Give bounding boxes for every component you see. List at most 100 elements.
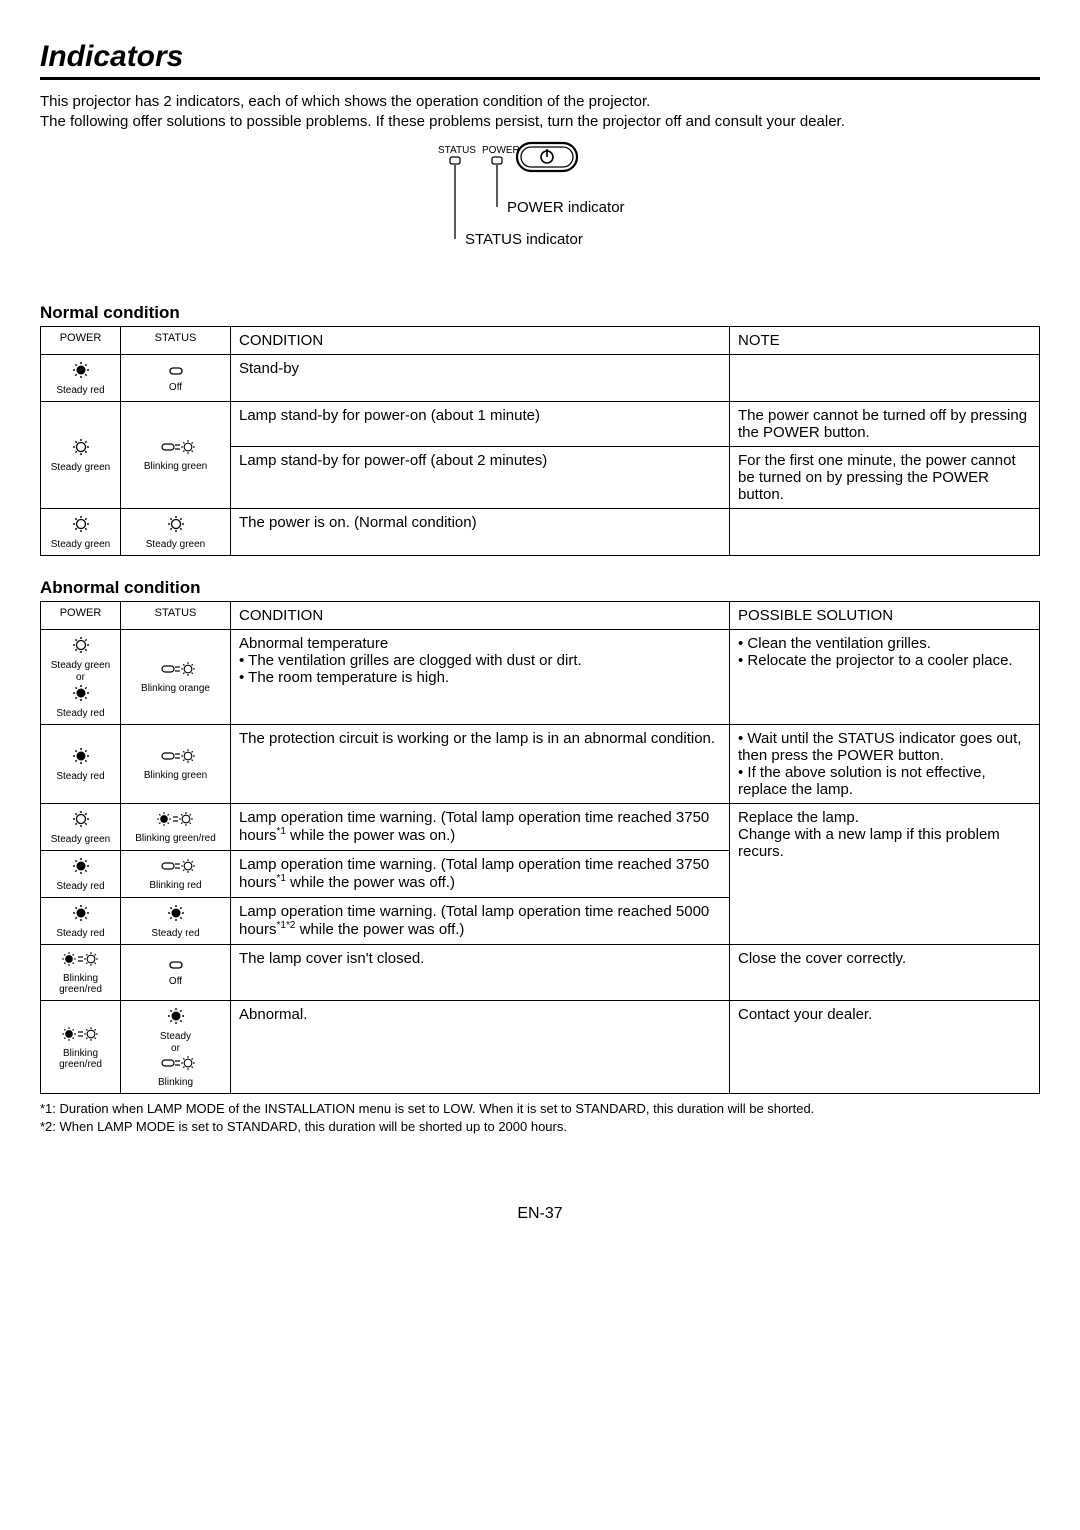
- table-cell: The protection circuit is working or the…: [231, 725, 730, 804]
- bullet-list: Clean the ventilation grilles. Relocate …: [738, 635, 1031, 669]
- table-cell: Steady red: [41, 725, 121, 804]
- icon-label: Blinking orange: [129, 683, 222, 694]
- footnote: *2: When LAMP MODE is set to STANDARD, t…: [40, 1118, 1040, 1136]
- table-cell: Lamp operation time warning. (Total lamp…: [231, 898, 730, 945]
- icon-label: Steady red: [129, 928, 222, 939]
- col-status: STATUS: [121, 327, 231, 355]
- icon-label: Blinking green: [129, 770, 222, 781]
- table-cell: Close the cover correctly.: [730, 945, 1040, 1001]
- sun-outline-icon: [166, 514, 186, 534]
- icon-label: Steady green: [129, 539, 222, 550]
- table-cell: Blinking green/red: [121, 804, 231, 851]
- icon-label: Steady green: [49, 660, 112, 671]
- abnormal-condition-heading: Abnormal condition: [40, 578, 1040, 598]
- icon-label: Blinkinggreen/red: [49, 1048, 112, 1070]
- icon-label: or: [49, 672, 112, 683]
- power-indicator-label: POWER indicator: [507, 199, 625, 216]
- page-number: EN-37: [40, 1205, 1040, 1223]
- table-cell: Steady green: [41, 402, 121, 509]
- table-cell: Off: [121, 355, 231, 402]
- table-cell: Steady green or Steady red: [41, 630, 121, 725]
- icon-label: Steady green: [49, 462, 112, 473]
- blink-gr-icon: [61, 950, 101, 968]
- table-cell: Steady red: [41, 898, 121, 945]
- bullet: Relocate the projector to a cooler place…: [738, 652, 1031, 669]
- footnotes: *1: Duration when LAMP MODE of the INSTA…: [40, 1100, 1040, 1135]
- condition-head: Abnormal temperature: [239, 635, 721, 652]
- footnote: *1: Duration when LAMP MODE of the INSTA…: [40, 1100, 1040, 1118]
- sun-filled-icon: [71, 856, 91, 876]
- icon-label: Off: [129, 382, 222, 393]
- table-cell: Lamp stand-by for power-off (about 2 min…: [231, 447, 730, 509]
- icon-label: Blinking green/red: [129, 833, 222, 844]
- col-status: STATUS: [121, 602, 231, 630]
- status-small-label: STATUS: [438, 145, 476, 156]
- bullet-list: The ventilation grilles are clogged with…: [239, 652, 721, 686]
- icon-label: Steady red: [49, 708, 112, 719]
- off-icon: [167, 959, 185, 971]
- col-condition: CONDITION: [231, 327, 730, 355]
- table-cell: Blinking orange: [121, 630, 231, 725]
- sun-filled-icon: [166, 1006, 186, 1026]
- icon-label: Off: [129, 976, 222, 987]
- blink-icon: [156, 747, 196, 765]
- table-cell: Clean the ventilation grilles. Relocate …: [730, 630, 1040, 725]
- table-cell: Steady red: [121, 898, 231, 945]
- icon-label: Blinking green: [129, 461, 222, 472]
- sun-filled-icon: [166, 903, 186, 923]
- status-indicator-label: STATUS indicator: [465, 231, 583, 248]
- power-small-label: POWER: [482, 145, 520, 156]
- table-cell: Blinking green: [121, 402, 231, 509]
- table-cell: Abnormal temperature The ventilation gri…: [231, 630, 730, 725]
- bullet: If the above solution is not effective, …: [738, 764, 1031, 798]
- col-condition: CONDITION: [231, 602, 730, 630]
- icon-label: Steady red: [49, 771, 112, 782]
- sun-outline-icon: [71, 635, 91, 655]
- table-cell: Blinking red: [121, 851, 231, 898]
- normal-table: POWER STATUS CONDITION NOTE Steady red O…: [40, 326, 1040, 556]
- table-cell: Contact your dealer.: [730, 1001, 1040, 1094]
- bullet: Wait until the STATUS indicator goes out…: [738, 730, 1031, 764]
- table-cell: Steady green: [41, 804, 121, 851]
- sun-filled-icon: [71, 746, 91, 766]
- blink-icon: [156, 1054, 196, 1072]
- blink-icon: [156, 857, 196, 875]
- table-cell: [730, 355, 1040, 402]
- table-cell: The power cannot be turned off by pressi…: [730, 402, 1040, 447]
- sun-filled-icon: [71, 683, 91, 703]
- bullet-list: Wait until the STATUS indicator goes out…: [738, 730, 1031, 798]
- sun-outline-icon: [71, 437, 91, 457]
- table-cell: Abnormal.: [231, 1001, 730, 1094]
- table-cell: Replace the lamp.Change with a new lamp …: [730, 804, 1040, 945]
- icon-label: Blinkinggreen/red: [49, 973, 112, 995]
- icon-label: Steady: [129, 1031, 222, 1042]
- sun-outline-icon: [71, 514, 91, 534]
- col-note: NOTE: [730, 327, 1040, 355]
- blink-icon: [156, 660, 196, 678]
- bullet: Clean the ventilation grilles.: [738, 635, 1031, 652]
- normal-condition-heading: Normal condition: [40, 303, 1040, 323]
- sun-filled-icon: [71, 360, 91, 380]
- off-icon: [167, 365, 185, 377]
- blink-gr-icon: [61, 1025, 101, 1043]
- sun-filled-icon: [71, 903, 91, 923]
- table-cell: Blinking green: [121, 725, 231, 804]
- table-cell: Lamp stand-by for power-on (about 1 minu…: [231, 402, 730, 447]
- table-cell: Lamp operation time warning. (Total lamp…: [231, 804, 730, 851]
- indicator-diagram: STATUS POWER POWER indicator STATUS indi…: [40, 139, 1040, 273]
- blink-icon: [156, 438, 196, 456]
- table-cell: Blinkinggreen/red: [41, 945, 121, 1001]
- intro-text: This projector has 2 indicators, each of…: [40, 92, 1040, 131]
- table-cell: Stand-by: [231, 355, 730, 402]
- table-cell: The power is on. (Normal condition): [231, 509, 730, 556]
- bullet: The room temperature is high.: [239, 669, 721, 686]
- table-cell: The lamp cover isn't closed.: [231, 945, 730, 1001]
- table-cell: Steady green: [41, 509, 121, 556]
- table-cell: Steady red: [41, 851, 121, 898]
- col-power: POWER: [41, 602, 121, 630]
- table-cell: [730, 509, 1040, 556]
- col-power: POWER: [41, 327, 121, 355]
- icon-label: Steady green: [49, 539, 112, 550]
- table-cell: Steady green: [121, 509, 231, 556]
- table-cell: For the first one minute, the power cann…: [730, 447, 1040, 509]
